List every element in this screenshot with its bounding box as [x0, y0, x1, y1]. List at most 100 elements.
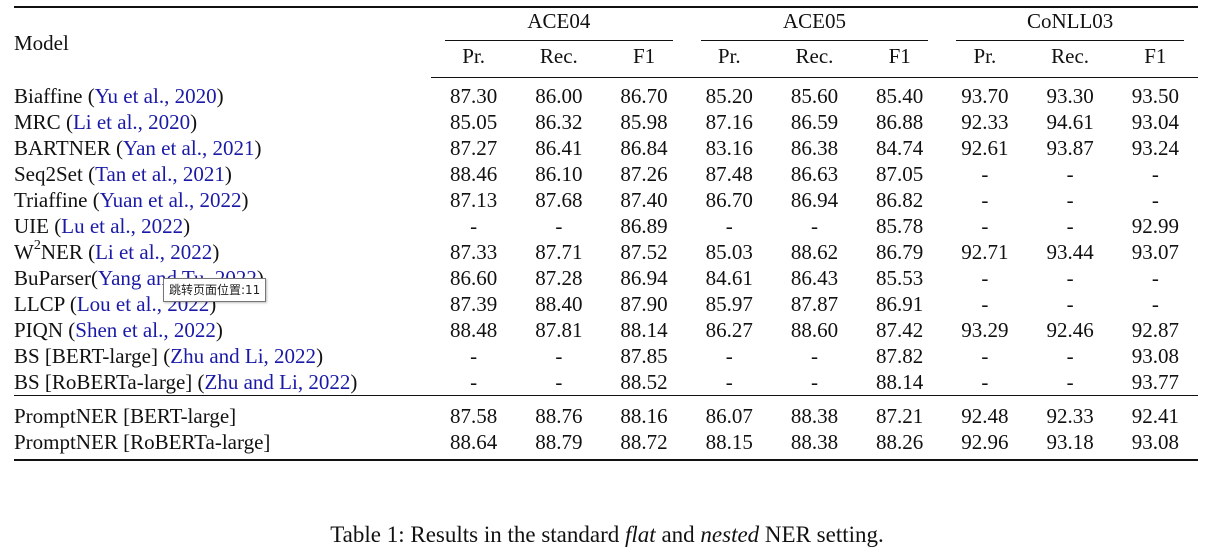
citation-close-paren: ) — [316, 344, 324, 368]
model-column-header: Model — [14, 6, 432, 78]
model-name: BS [BERT-large] — [14, 344, 158, 368]
value-cell: 87.27 — [450, 136, 498, 160]
citation-link[interactable]: Li et al., 2022 — [95, 240, 213, 264]
value-cell: 88.62 — [790, 240, 839, 264]
value-cell: - — [810, 370, 818, 394]
value-cell: 86.94 — [790, 188, 839, 212]
model-name-cell: W2NER (Li et al., 2022) — [14, 239, 431, 265]
value-cell: 86.60 — [450, 266, 498, 290]
value-cell: 87.40 — [620, 188, 668, 212]
caption-flat: flat — [625, 522, 656, 547]
citation-open-paren: ( — [110, 136, 123, 160]
page-jump-tooltip: 跳转页面位置:11 — [163, 278, 267, 302]
model-name-cell: BS [BERT-large] (Zhu and Li, 2022) — [14, 343, 431, 369]
metric-header: F1 — [857, 41, 943, 78]
value-cell: 88.76 — [516, 395, 602, 429]
value-cell: - — [981, 344, 989, 368]
value-cell: 88.16 — [601, 395, 687, 429]
value-cell: 85.60 — [790, 84, 839, 108]
value-cell: 86.41 — [535, 136, 583, 160]
citation-open-paren: ( — [91, 266, 98, 290]
value-cell: 87.58 — [431, 395, 517, 429]
value-cell: 87.87 — [790, 292, 839, 316]
value-cell: 88.40 — [535, 292, 583, 316]
value-cell: 85.53 — [876, 266, 924, 290]
metric-header-row: Pr. Rec. F1 Pr. Rec. F1 Pr. Rec. F1 — [14, 41, 1198, 78]
table-row: UIE (Lu et al., 2022) - - 86.89 - - 85.78 - - 92.… — [14, 213, 1198, 239]
value-cell: - — [555, 370, 563, 394]
value-cell: 93.18 — [1027, 429, 1113, 461]
value-cell: 86.94 — [620, 266, 668, 290]
metric-header: F1 — [601, 41, 687, 78]
citation-link[interactable]: Zhu and Li, 2022 — [170, 344, 317, 368]
value-cell: 86.88 — [876, 110, 924, 134]
value-cell: 85.20 — [705, 84, 753, 108]
citation-link[interactable]: Shen et al., 2022 — [75, 318, 216, 342]
value-cell: 93.24 — [1131, 136, 1179, 160]
citation-link[interactable]: Tan et al., 2021 — [95, 162, 225, 186]
value-cell: 92.96 — [942, 429, 1028, 461]
value-cell: 86.89 — [620, 214, 668, 238]
value-cell: 92.33 — [961, 110, 1009, 134]
citation-open-paren: ( — [82, 240, 96, 264]
citation-link[interactable]: Li et al., 2020 — [72, 110, 191, 134]
value-cell: 92.46 — [1046, 318, 1094, 342]
value-cell: 93.50 — [1131, 84, 1179, 108]
value-cell: 88.14 — [876, 370, 924, 394]
value-cell: - — [981, 162, 989, 186]
citation-close-paren: ) — [350, 370, 358, 394]
citation-close-paren: ) — [190, 110, 198, 134]
value-cell: 86.70 — [620, 84, 668, 108]
value-cell: 92.61 — [961, 136, 1009, 160]
citation-link[interactable]: Lu et al., 2022 — [61, 214, 184, 238]
table-row: PromptNER [BERT-large] 87.58 88.76 88.16 86.… — [14, 395, 1198, 429]
citation-close-paren: ) — [241, 188, 249, 212]
value-cell: 85.98 — [620, 110, 668, 134]
value-cell: - — [555, 214, 563, 238]
value-cell: 92.33 — [1027, 395, 1113, 429]
value-cell: 93.07 — [1131, 240, 1179, 264]
citation-link[interactable]: Yu et al., 2020 — [94, 83, 217, 108]
value-cell: 87.39 — [450, 292, 498, 316]
model-name-cell: PromptNER [BERT-large] — [14, 395, 432, 429]
value-cell: 93.08 — [1131, 344, 1179, 368]
model-name: PIQN — [14, 318, 64, 342]
model-name-cell: UIE (Lu et al., 2022) — [14, 213, 431, 239]
value-cell: 93.87 — [1046, 136, 1094, 160]
model-name-cell: Biaffine (Yu et al., 2020) — [14, 78, 431, 110]
model-name: LLCP — [14, 292, 65, 316]
value-cell: 87.85 — [620, 344, 668, 368]
table-row: BS [BERT-large] (Zhu and Li, 2022) - - 87.8… — [14, 343, 1198, 369]
value-cell: 88.79 — [516, 429, 602, 461]
value-cell: 86.59 — [790, 110, 839, 134]
value-cell: - — [981, 370, 989, 394]
citation-close-paren: ) — [216, 83, 224, 108]
citation-open-paren: ( — [82, 83, 95, 108]
value-cell: - — [1066, 266, 1074, 290]
value-cell: - — [1066, 188, 1074, 212]
metric-header: Pr. — [942, 41, 1028, 78]
value-cell: - — [725, 344, 733, 368]
value-cell: - — [1151, 162, 1159, 186]
citation-close-paren: ) — [254, 136, 262, 160]
citation-link[interactable]: Zhu and Li, 2022 — [204, 370, 351, 394]
model-name: Biaffine — [14, 83, 83, 108]
value-cell: 88.38 — [771, 395, 858, 429]
metric-header: Pr. — [686, 41, 772, 78]
value-cell: 87.21 — [857, 395, 943, 429]
citation-link[interactable]: Yuan et al., 2022 — [99, 188, 242, 212]
model-name: MRC — [14, 110, 61, 134]
citation-link[interactable]: Yan et al., 2021 — [123, 136, 255, 160]
value-cell: 87.30 — [450, 84, 498, 108]
value-cell: - — [1066, 162, 1074, 186]
value-cell: 93.77 — [1131, 370, 1179, 394]
value-cell: 94.61 — [1046, 110, 1094, 134]
value-cell: 87.42 — [876, 318, 924, 342]
citation-close-paren: ) — [183, 214, 191, 238]
model-name-cell: MRC (Li et al., 2020) — [14, 109, 431, 135]
value-cell: 86.38 — [790, 136, 839, 160]
value-cell: 86.63 — [790, 162, 839, 186]
citation-open-paren: ( — [192, 370, 205, 394]
value-cell: 93.44 — [1046, 240, 1094, 264]
value-cell: 88.26 — [857, 429, 943, 461]
